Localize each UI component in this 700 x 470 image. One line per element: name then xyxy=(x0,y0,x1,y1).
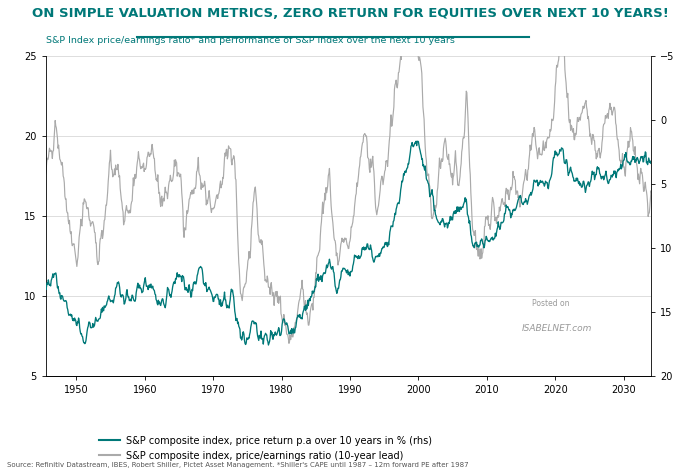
Legend: S&P composite index, price return p.a over 10 years in % (rhs), S&P composite in: S&P composite index, price return p.a ov… xyxy=(99,436,432,461)
Text: ISABELNET.com: ISABELNET.com xyxy=(522,324,592,333)
Text: Posted on: Posted on xyxy=(532,299,570,308)
Text: ON SIMPLE VALUATION METRICS, ZERO RETURN FOR EQUITIES OVER NEXT 10 YEARS!: ON SIMPLE VALUATION METRICS, ZERO RETURN… xyxy=(32,7,668,20)
Text: Source: Refinitiv Datastream, IBES, Robert Shiller, Pictet Asset Management. *Sh: Source: Refinitiv Datastream, IBES, Robe… xyxy=(7,462,468,468)
Text: S&P Index price/earnings ratio* and performance of S&P index over the next 10 ye: S&P Index price/earnings ratio* and perf… xyxy=(46,36,454,45)
